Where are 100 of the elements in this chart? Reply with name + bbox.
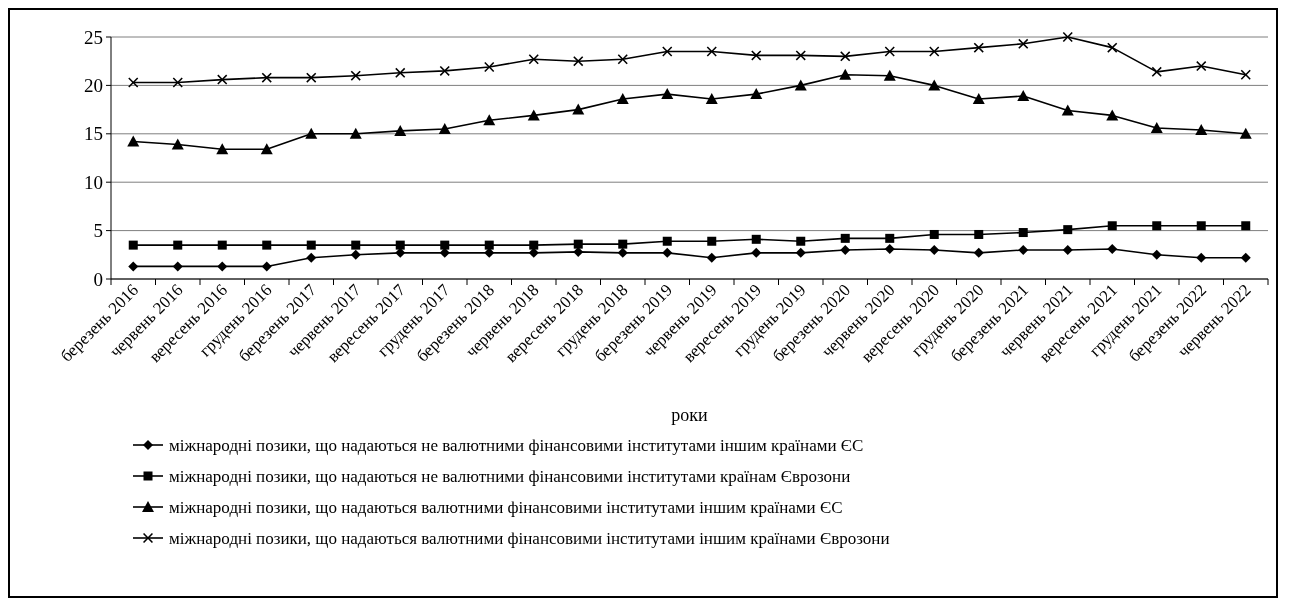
- point: [1196, 221, 1206, 231]
- point: [884, 46, 895, 57]
- point: [617, 54, 628, 65]
- y-tick-label: 15: [84, 123, 103, 145]
- point: [1018, 244, 1029, 255]
- point: [349, 127, 362, 139]
- point: [751, 234, 761, 244]
- point: [972, 92, 985, 104]
- point: [1151, 249, 1162, 260]
- point: [217, 74, 228, 85]
- point: [483, 114, 496, 126]
- point: [171, 138, 184, 150]
- point: [929, 244, 940, 255]
- point: [661, 88, 674, 100]
- point: [573, 239, 583, 249]
- y-tick-label: 5: [93, 220, 103, 242]
- point: [794, 79, 807, 91]
- point: [395, 67, 406, 78]
- point: [484, 240, 494, 250]
- point: [261, 72, 272, 83]
- point: [840, 51, 851, 62]
- point: [1195, 123, 1208, 135]
- point: [1240, 69, 1251, 80]
- point: [440, 240, 450, 250]
- point: [1062, 32, 1073, 42]
- point: [260, 143, 273, 155]
- point: [128, 240, 138, 250]
- y-tick-label: 20: [84, 75, 103, 97]
- point: [1018, 228, 1028, 238]
- point: [572, 103, 585, 115]
- point: [351, 240, 361, 250]
- point: [1240, 252, 1251, 263]
- point: [484, 62, 495, 73]
- point: [706, 252, 717, 263]
- point: [883, 69, 896, 81]
- legend-label: міжнародні позики, що надаються валютними фінансовими інститутами іншим країнами ЄС: [169, 497, 843, 517]
- y-tick-label: 0: [93, 268, 103, 290]
- point: [1017, 90, 1030, 102]
- point: [172, 261, 183, 272]
- point: [306, 240, 316, 250]
- point: [395, 240, 405, 250]
- point: [439, 65, 450, 76]
- point: [172, 77, 183, 88]
- point: [1061, 104, 1074, 116]
- point: [261, 261, 272, 272]
- point: [795, 50, 806, 61]
- point: [795, 247, 806, 258]
- point: [618, 239, 628, 249]
- point: [262, 240, 272, 250]
- point: [1152, 221, 1162, 231]
- point: [973, 247, 984, 258]
- point: [1239, 127, 1252, 139]
- point: [751, 247, 762, 258]
- point: [1062, 244, 1073, 255]
- x-axis-title: роки: [671, 405, 709, 425]
- point: [306, 72, 317, 83]
- point: [705, 92, 718, 104]
- point: [796, 236, 806, 246]
- point: [1196, 252, 1207, 263]
- point: [929, 46, 940, 57]
- point: [885, 233, 895, 243]
- point: [973, 42, 984, 53]
- legend-label: міжнародні позики, що надаються не валютними фінансовими інститутами іншим країнами ЄС: [169, 435, 864, 455]
- point: [216, 143, 229, 155]
- point: [528, 54, 539, 65]
- point: [1107, 221, 1117, 231]
- point: [173, 240, 183, 250]
- point: [839, 68, 852, 80]
- point: [527, 109, 540, 121]
- point: [306, 252, 317, 263]
- point: [438, 122, 451, 134]
- point: [1196, 61, 1207, 72]
- point: [840, 233, 850, 243]
- point: [840, 244, 851, 255]
- point: [127, 135, 140, 147]
- point: [884, 243, 895, 254]
- point: [974, 229, 984, 239]
- point: [928, 79, 941, 91]
- point: [217, 240, 227, 250]
- point: [1107, 243, 1118, 254]
- point: [529, 240, 539, 250]
- point: [662, 247, 673, 258]
- point: [662, 236, 672, 246]
- y-tick-label: 10: [84, 171, 103, 193]
- legend-label: міжнародні позики, що надаються не валютними фінансовими інститутами країнам Єврозони: [169, 466, 851, 486]
- y-tick-label: 25: [84, 26, 103, 48]
- legend-label: міжнародні позики, що надаються валютними фінансовими інститутами іншим країнами Єврозони: [169, 528, 890, 548]
- point: [751, 50, 762, 61]
- point: [128, 261, 139, 272]
- point: [662, 46, 673, 57]
- point: [1018, 38, 1029, 49]
- point: [706, 46, 717, 57]
- point: [616, 92, 629, 104]
- point: [617, 247, 628, 258]
- point: [1107, 42, 1118, 53]
- point: [1106, 109, 1119, 121]
- point: [128, 77, 139, 88]
- point: [217, 261, 228, 272]
- point: [750, 88, 763, 100]
- point: [573, 56, 584, 67]
